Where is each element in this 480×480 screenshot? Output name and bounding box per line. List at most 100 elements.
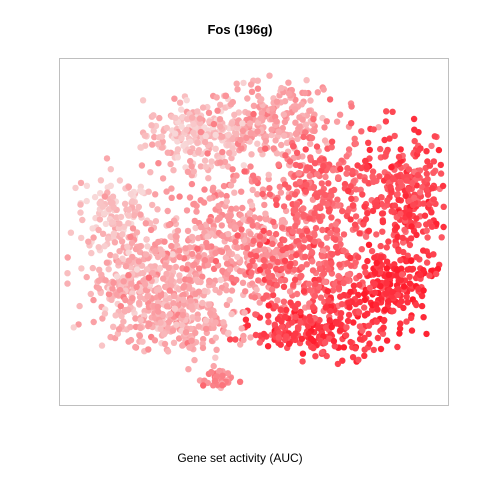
data-point: [212, 131, 219, 139]
data-point: [330, 337, 338, 345]
data-point: [132, 315, 139, 322]
data-point: [268, 131, 275, 139]
data-point: [343, 170, 350, 177]
data-point: [358, 246, 365, 253]
data-point: [120, 278, 127, 285]
data-point: [157, 246, 164, 253]
data-point: [320, 162, 327, 170]
data-point: [95, 244, 102, 251]
data-point: [142, 220, 149, 227]
data-point: [261, 246, 268, 253]
data-point: [172, 263, 180, 271]
data-point: [210, 120, 218, 128]
data-point: [308, 134, 316, 142]
data-point: [420, 287, 427, 294]
data-point: [212, 334, 219, 341]
data-point: [116, 220, 123, 227]
data-point: [127, 336, 135, 344]
data-point: [384, 197, 391, 204]
data-point: [246, 120, 254, 127]
data-point: [423, 170, 430, 177]
data-point: [362, 233, 370, 240]
data-point: [420, 314, 427, 321]
data-point: [148, 122, 155, 129]
data-point: [302, 188, 309, 195]
data-point: [352, 345, 359, 352]
data-point: [143, 236, 150, 243]
data-point: [142, 251, 150, 258]
data-point: [200, 252, 208, 259]
data-point: [402, 192, 409, 199]
data-point: [339, 357, 346, 364]
data-point: [218, 222, 225, 229]
data-point: [395, 247, 402, 255]
data-point: [356, 281, 363, 289]
data-point: [147, 226, 155, 234]
data-point: [204, 150, 211, 157]
data-point: [414, 171, 422, 179]
data-point: [266, 263, 273, 270]
data-point: [195, 234, 202, 242]
data-point: [437, 170, 445, 177]
data-point: [334, 202, 342, 209]
data-point: [223, 301, 231, 308]
data-point: [294, 135, 301, 142]
data-point: [212, 319, 219, 326]
data-point: [276, 183, 283, 190]
data-point: [347, 288, 354, 296]
data-point: [334, 360, 342, 368]
data-point: [389, 288, 396, 296]
data-point: [127, 190, 135, 198]
data-point: [373, 259, 380, 267]
data-point: [355, 309, 363, 316]
data-point: [193, 276, 200, 283]
data-point: [364, 257, 371, 265]
data-point: [310, 115, 317, 123]
data-point: [159, 138, 166, 145]
data-point: [388, 164, 395, 171]
data-point: [182, 245, 189, 252]
data-point: [249, 172, 257, 179]
data-point: [268, 126, 275, 133]
data-point: [141, 281, 149, 288]
data-point: [363, 163, 370, 171]
data-point: [280, 132, 288, 139]
data-point: [437, 161, 444, 169]
data-point: [305, 280, 313, 288]
data-point: [292, 119, 299, 126]
data-point: [280, 283, 288, 290]
data-point: [348, 120, 355, 127]
data-point: [409, 179, 416, 187]
data-point: [328, 323, 335, 331]
data-point: [397, 178, 404, 186]
data-point: [112, 253, 119, 260]
data-point: [288, 319, 296, 326]
data-point: [415, 285, 422, 293]
data-point: [169, 251, 176, 258]
data-point: [103, 259, 111, 266]
data-point: [245, 110, 252, 117]
data-point: [424, 175, 431, 183]
data-point: [313, 193, 321, 201]
data-point: [164, 324, 172, 331]
data-point: [407, 266, 414, 273]
data-point: [212, 145, 219, 152]
data-point: [154, 140, 162, 148]
data-point: [156, 264, 164, 272]
data-point: [167, 282, 175, 289]
data-point: [237, 136, 244, 144]
data-point: [440, 223, 447, 231]
data-point: [145, 274, 153, 281]
data-point: [208, 158, 215, 165]
data-point: [166, 310, 174, 318]
data-point: [155, 238, 162, 246]
data-point: [247, 334, 254, 341]
data-point: [302, 146, 309, 153]
data-point: [210, 362, 217, 370]
data-point: [119, 231, 126, 238]
data-point: [192, 290, 199, 297]
data-point: [328, 144, 335, 151]
data-point: [83, 273, 90, 281]
data-point: [160, 331, 168, 338]
data-point: [243, 134, 250, 141]
